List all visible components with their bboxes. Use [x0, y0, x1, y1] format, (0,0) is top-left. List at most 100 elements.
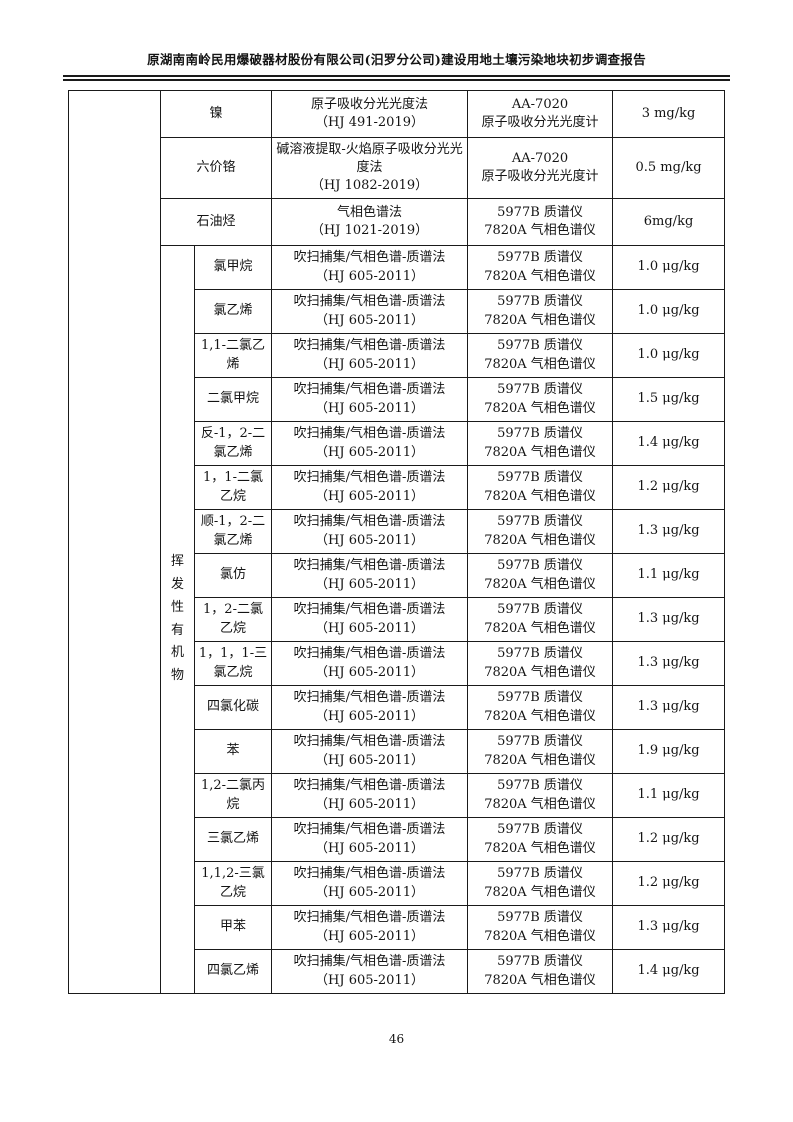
detection-limit-cell: 1.1 μg/kg [612, 773, 726, 818]
method-name: 吹扫捕集/气相色谱-质谱法 [293, 426, 446, 442]
instrument-line-2: 7820A 气相色谱仪 [484, 268, 596, 284]
instrument-cell: 5977B 质谱仪 7820A 气相色谱仪 [467, 377, 614, 422]
method-cell: 吹扫捕集/气相色谱-质谱法 （HJ 605-2011） [271, 949, 469, 994]
analysis-method-table: 镍 原子吸收分光光度法 （HJ 491-2019） AA-7020 原子吸收分光光度计 3… [68, 90, 726, 994]
table-row: 1，1-二氯乙烷 吹扫捕集/气相色谱-质谱法 （HJ 605-2011） 5977B … [69, 465, 726, 510]
detection-limit-cell: 1.3 μg/kg [612, 509, 726, 554]
instrument-line-1: 5977B 质谱仪 [497, 204, 583, 220]
method-name: 吹扫捕集/气相色谱-质谱法 [293, 778, 446, 794]
category-spacer-cell [68, 90, 161, 994]
method-cell: 吹扫捕集/气相色谱-质谱法 （HJ 605-2011） [271, 861, 469, 906]
instrument-cell: 5977B 质谱仪 7820A 气相色谱仪 [467, 553, 614, 598]
instrument-cell: 5977B 质谱仪 7820A 气相色谱仪 [467, 421, 614, 466]
instrument-cell: 5977B 质谱仪 7820A 气相色谱仪 [467, 905, 614, 950]
method-name: 吹扫捕集/气相色谱-质谱法 [293, 646, 446, 662]
method-name: 吹扫捕集/气相色谱-质谱法 [293, 338, 446, 354]
detection-limit-cell: 1.5 μg/kg [612, 377, 726, 422]
method-standard: （HJ 605-2011） [315, 664, 424, 680]
method-standard: （HJ 605-2011） [315, 444, 424, 460]
instrument-cell: 5977B 质谱仪 7820A 气相色谱仪 [467, 597, 614, 642]
detection-limit-cell: 1.3 μg/kg [612, 905, 726, 950]
method-cell: 吹扫捕集/气相色谱-质谱法 （HJ 605-2011） [271, 465, 469, 510]
detection-limit-cell: 3 mg/kg [612, 90, 726, 138]
method-standard: （HJ 1021-2019） [310, 223, 429, 238]
instrument-line-1: 5977B 质谱仪 [497, 954, 583, 970]
method-name: 气相色谱法 [337, 204, 403, 220]
method-cell: 吹扫捕集/气相色谱-质谱法 （HJ 605-2011） [271, 773, 469, 818]
method-standard: （HJ 605-2011） [315, 884, 424, 900]
detection-limit-cell: 1.3 μg/kg [612, 597, 726, 642]
method-name: 吹扫捕集/气相色谱-质谱法 [293, 470, 446, 486]
instrument-line-2: 7820A 气相色谱仪 [484, 752, 596, 768]
instrument-line-1: 5977B 质谱仪 [497, 602, 583, 618]
instrument-line-1: 5977B 质谱仪 [497, 690, 583, 706]
instrument-cell: 5977B 质谱仪 7820A 气相色谱仪 [467, 685, 614, 730]
method-cell: 吹扫捕集/气相色谱-质谱法 （HJ 605-2011） [271, 641, 469, 686]
instrument-cell: 5977B 质谱仪 7820A 气相色谱仪 [467, 949, 614, 994]
instrument-cell: 5977B 质谱仪 7820A 气相色谱仪 [467, 245, 614, 290]
instrument-line-2: 7820A 气相色谱仪 [484, 972, 596, 988]
instrument-cell: 5977B 质谱仪 7820A 气相色谱仪 [467, 817, 614, 862]
method-name: 吹扫捕集/气相色谱-质谱法 [293, 294, 446, 310]
method-cell: 吹扫捕集/气相色谱-质谱法 （HJ 605-2011） [271, 553, 469, 598]
method-name: 吹扫捕集/气相色谱-质谱法 [293, 602, 446, 618]
parameter-name-cell: 甲苯 [193, 905, 273, 950]
method-standard: （HJ 605-2011） [315, 840, 424, 856]
instrument-line-2: 7820A 气相色谱仪 [484, 620, 596, 636]
method-cell: 吹扫捕集/气相色谱-质谱法 （HJ 605-2011） [271, 421, 469, 466]
parameter-name-cell: 1,1-二氯乙烯 [193, 333, 273, 378]
detection-limit-cell: 1.2 μg/kg [612, 465, 726, 510]
table-row: 顺-1，2-二氯乙烯 吹扫捕集/气相色谱-质谱法 （HJ 605-2011） 5977… [69, 509, 726, 554]
method-cell: 吹扫捕集/气相色谱-质谱法 （HJ 605-2011） [271, 817, 469, 862]
header-double-rule [63, 75, 730, 81]
table-row: 三氯乙烯 吹扫捕集/气相色谱-质谱法 （HJ 605-2011） 5977B 质谱仪 7… [69, 817, 726, 862]
instrument-line-2: 7820A 气相色谱仪 [484, 796, 596, 812]
instrument-cell: 5977B 质谱仪 7820A 气相色谱仪 [467, 773, 614, 818]
instrument-line-1: 5977B 质谱仪 [497, 382, 583, 398]
instrument-line-1: 5977B 质谱仪 [497, 778, 583, 794]
instrument-cell: AA-7020 原子吸收分光光度计 [467, 90, 614, 138]
detection-limit-cell: 1.1 μg/kg [612, 553, 726, 598]
table-row: 六价铬 碱溶液提取-火焰原子吸收分光光度法 （HJ 1082-2019） AA-702… [69, 137, 726, 199]
method-standard: （HJ 605-2011） [315, 796, 424, 812]
method-standard: （HJ 605-2011） [315, 576, 424, 592]
method-standard: （HJ 605-2011） [315, 708, 424, 724]
table-row: 苯 吹扫捕集/气相色谱-质谱法 （HJ 605-2011） 5977B 质谱仪 7820… [69, 729, 726, 774]
instrument-line-1: 5977B 质谱仪 [497, 514, 583, 530]
instrument-cell: 5977B 质谱仪 7820A 气相色谱仪 [467, 289, 614, 334]
method-name: 吹扫捕集/气相色谱-质谱法 [293, 558, 446, 574]
detection-limit-cell: 0.5 mg/kg [612, 137, 726, 199]
method-name: 吹扫捕集/气相色谱-质谱法 [293, 866, 446, 882]
instrument-line-2: 7820A 气相色谱仪 [484, 708, 596, 724]
instrument-line-1: 5977B 质谱仪 [497, 470, 583, 486]
instrument-line-2: 7820A 气相色谱仪 [484, 400, 596, 416]
table-row: 反-1，2-二氯乙烯 吹扫捕集/气相色谱-质谱法 （HJ 605-2011） 5977… [69, 421, 726, 466]
method-name: 碱溶液提取-火焰原子吸收分光光度法 [276, 141, 463, 175]
table-row: 1，1，1-三氯乙烷 吹扫捕集/气相色谱-质谱法 （HJ 605-2011） 5977… [69, 641, 726, 686]
parameter-name-cell: 1，2-二氯乙烷 [193, 597, 273, 642]
table-row: 石油烃 气相色谱法 （HJ 1021-2019） 5977B 质谱仪 7820A 气相色… [69, 198, 726, 246]
voc-group-cell: 挥发性有机物 [160, 245, 195, 994]
parameter-name-cell: 三氯乙烯 [193, 817, 273, 862]
instrument-line-2: 7820A 气相色谱仪 [484, 312, 596, 328]
instrument-line-1: 5977B 质谱仪 [497, 866, 583, 882]
analysis-table-body: 镍 原子吸收分光光度法 （HJ 491-2019） AA-7020 原子吸收分光光度计 3… [68, 90, 726, 994]
method-cell: 吹扫捕集/气相色谱-质谱法 （HJ 605-2011） [271, 905, 469, 950]
table-row: 1，2-二氯乙烷 吹扫捕集/气相色谱-质谱法 （HJ 605-2011） 5977B … [69, 597, 726, 642]
parameter-name-cell: 1，1，1-三氯乙烷 [193, 641, 273, 686]
instrument-line-1: 5977B 质谱仪 [497, 294, 583, 310]
parameter-name-cell: 1，1-二氯乙烷 [193, 465, 273, 510]
table-row: 1,1,2-三氯乙烷 吹扫捕集/气相色谱-质谱法 （HJ 605-2011） 5977… [69, 861, 726, 906]
parameter-name-cell: 二氯甲烷 [193, 377, 273, 422]
detection-limit-cell: 1.2 μg/kg [612, 861, 726, 906]
parameter-name-cell: 顺-1，2-二氯乙烯 [193, 509, 273, 554]
parameter-name-cell: 反-1，2-二氯乙烯 [193, 421, 273, 466]
method-cell: 吹扫捕集/气相色谱-质谱法 （HJ 605-2011） [271, 597, 469, 642]
instrument-line-1: 5977B 质谱仪 [497, 910, 583, 926]
method-name: 吹扫捕集/气相色谱-质谱法 [293, 250, 446, 266]
method-standard: （HJ 605-2011） [315, 752, 424, 768]
method-cell: 原子吸收分光光度法 （HJ 491-2019） [271, 90, 469, 138]
method-name: 吹扫捕集/气相色谱-质谱法 [293, 954, 446, 970]
table-row: 四氯乙烯 吹扫捕集/气相色谱-质谱法 （HJ 605-2011） 5977B 质谱仪 7… [69, 949, 726, 994]
instrument-cell: 5977B 质谱仪 7820A 气相色谱仪 [467, 729, 614, 774]
